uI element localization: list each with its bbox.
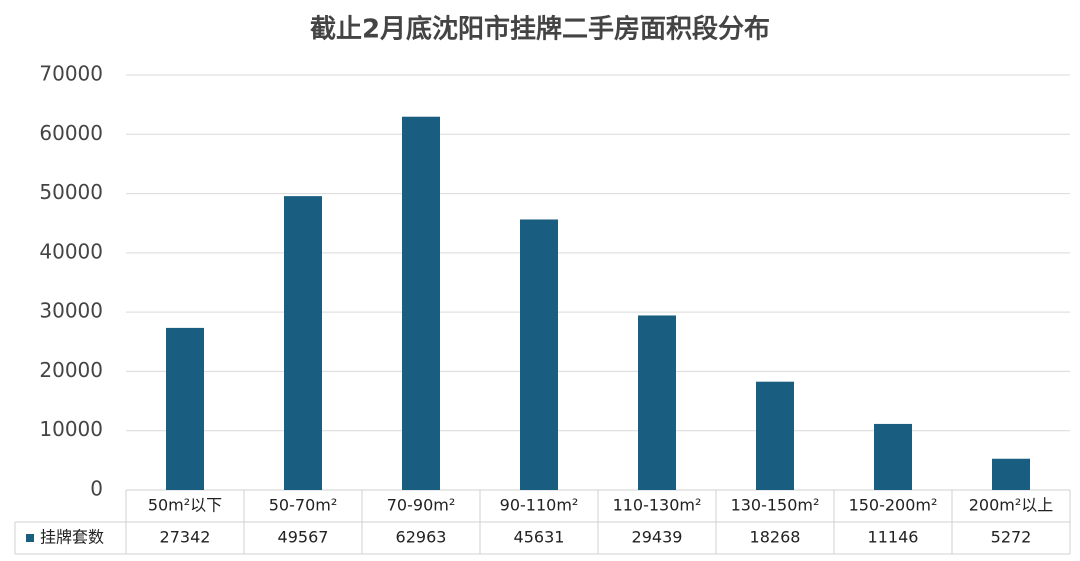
data-label: 29439 — [632, 528, 683, 547]
x-tick-label: 200m²以上 — [969, 496, 1054, 515]
y-tick-label: 50000 — [39, 180, 103, 204]
y-tick-label: 30000 — [39, 299, 103, 323]
data-label: 45631 — [514, 528, 565, 547]
bar — [874, 423, 912, 490]
bar — [992, 458, 1030, 490]
x-tick-label: 90-110m² — [500, 496, 579, 515]
bar — [756, 381, 794, 490]
data-label: 27342 — [160, 528, 211, 547]
chart-title: 截止2月底沈阳市挂牌二手房面积段分布 — [310, 14, 770, 45]
legend-label: 挂牌套数 — [40, 528, 104, 547]
y-tick-label: 70000 — [39, 62, 103, 86]
x-tick-label: 50-70m² — [269, 496, 338, 515]
data-label: 62963 — [396, 528, 447, 547]
x-tick-label: 130-150m² — [731, 496, 820, 515]
x-tick-label: 110-130m² — [613, 496, 702, 515]
y-tick-label: 0 — [90, 477, 103, 501]
y-tick-label: 20000 — [39, 358, 103, 382]
y-tick-label: 10000 — [39, 417, 103, 441]
y-tick-label: 40000 — [39, 239, 103, 263]
y-tick-label: 60000 — [39, 121, 103, 145]
x-tick-label: 70-90m² — [387, 496, 456, 515]
legend-marker — [26, 534, 34, 542]
bar — [638, 315, 676, 490]
x-tick-label: 50m²以下 — [148, 496, 222, 515]
bar — [166, 327, 204, 490]
data-label: 49567 — [278, 528, 329, 547]
data-label: 18268 — [750, 528, 801, 547]
bar — [402, 116, 440, 490]
bar — [520, 219, 558, 490]
data-label: 11146 — [868, 528, 919, 547]
x-tick-label: 150-200m² — [849, 496, 938, 515]
data-label: 5272 — [991, 528, 1032, 547]
bar — [284, 196, 322, 491]
